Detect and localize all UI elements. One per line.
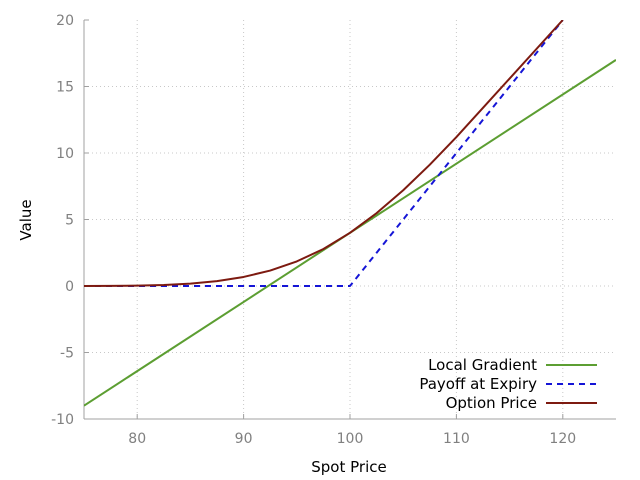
x-tick-label-100: 100 [337,431,364,447]
y-tick-label-10: 10 [56,146,74,162]
series-line-2 [84,20,564,287]
x-tick-label-80: 80 [128,431,146,447]
y-tick-label-15: 15 [56,80,74,96]
y-tick-label-5: 5 [65,213,74,229]
legend-label-2: Option Price [446,394,537,412]
y-tick-label--10: -10 [51,412,74,428]
x-tick-label-90: 90 [235,431,253,447]
tick-labels: 80 90 100 110 120 -10 -5 0 5 10 15 20 [51,13,576,447]
y-tick-label-20: 20 [56,13,74,29]
x-axis-label: Spot Price [311,458,386,476]
y-tick-label-0: 0 [65,279,74,295]
legend-label-0: Local Gradient [428,356,537,374]
y-axis-label: Value [17,199,35,240]
y-tick-label--5: -5 [60,346,74,362]
x-tick-label-120: 120 [549,431,576,447]
x-tick-label-110: 110 [443,431,470,447]
series-line-1 [84,20,564,287]
series-layer [84,20,616,407]
legend-label-1: Payoff at Expiry [419,375,537,393]
